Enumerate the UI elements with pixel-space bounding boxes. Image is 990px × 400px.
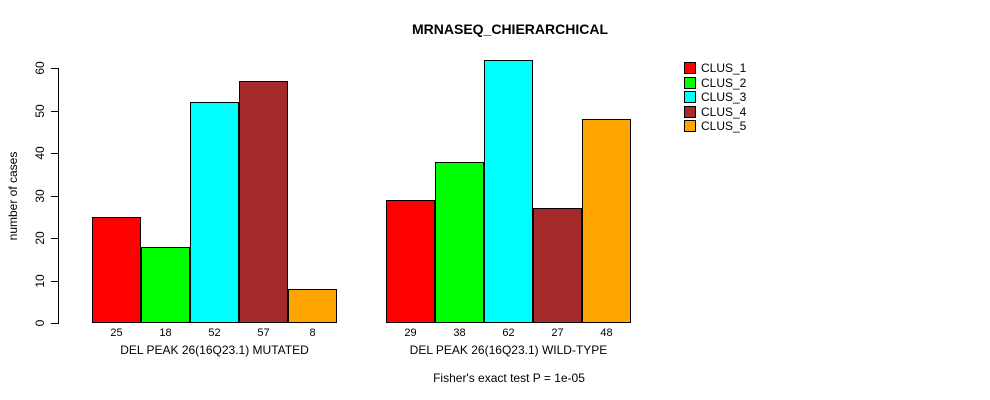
bar-value-label: 27 [551,327,564,339]
bar-value-label: 8 [309,327,316,339]
bar-value-label: 48 [600,327,613,339]
legend-label: CLUS_4 [701,104,747,119]
legend-swatch [684,62,696,75]
bar-value-label: 38 [453,327,466,339]
group-label: DEL PEAK 26(16Q23.1) WILD-TYPE [409,343,608,357]
bar-value-label: 25 [110,327,123,339]
bar-value-label: 62 [502,327,515,339]
legend-item: CLUS_1 [684,61,746,76]
bar-value-label: 18 [159,327,172,339]
y-axis-tick [51,68,58,69]
legend-item: CLUS_2 [684,76,746,91]
y-axis-line [58,68,59,324]
legend-item: CLUS_3 [684,90,746,105]
group-label: DEL PEAK 26(16Q23.1) MUTATED [120,343,309,357]
legend-label: CLUS_1 [701,61,747,76]
legend-label: CLUS_5 [701,119,747,134]
legend-label: CLUS_3 [701,90,747,105]
bar-value-label: 57 [257,327,270,339]
legend-item: CLUS_4 [684,105,746,120]
legend-label: CLUS_2 [701,75,747,90]
legend-item: CLUS_5 [684,119,746,134]
bar-clus_2-group-2 [435,161,484,323]
legend: CLUS_1 CLUS_2 CLUS_3 CLUS_4 CLUS_5 [684,61,746,134]
bar-clus_5-group-2 [582,119,631,323]
y-axis-tick-label: 60 [33,61,47,75]
y-axis-tick [51,323,58,324]
legend-swatch [684,105,696,118]
bar-clus_2-group-1 [141,246,190,323]
y-axis-tick [51,110,58,112]
bar-clus_4-group-2 [533,208,582,323]
bar-value-label: 29 [404,327,417,339]
y-axis-tick [51,195,58,197]
y-axis-tick [51,238,58,239]
bar-clus_3-group-1 [190,102,239,323]
y-axis-tick-label: 0 [33,319,47,327]
fisher-test-annotation: Fisher's exact test P = 1e-05 [433,371,585,385]
bar-value-label: 52 [208,327,221,339]
y-axis-tick-label: 40 [33,146,47,160]
chart-title: MRNASEQ_CHIERARCHICAL [411,21,609,37]
legend-swatch [684,76,696,89]
bar-clus_1-group-1 [92,216,141,323]
y-axis-label: number of cases [6,151,20,241]
legend-swatch [684,120,696,133]
y-axis-tick-label: 20 [33,231,47,245]
bar-clus_3-group-2 [484,59,533,323]
y-axis-tick-label: 30 [33,188,47,203]
y-axis-tick [51,280,58,282]
legend-swatch [684,91,696,104]
y-axis-tick-label: 10 [33,273,47,288]
bar-clus_1-group-2 [386,199,435,323]
y-axis-tick [51,153,58,154]
bar-clus_5-group-1 [288,289,337,323]
y-axis-tick-label: 50 [33,103,47,118]
bar-clus_4-group-1 [239,80,288,323]
